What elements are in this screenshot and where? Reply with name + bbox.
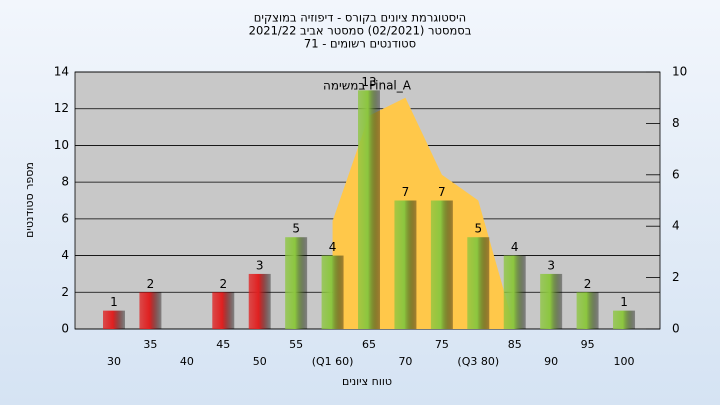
value-label: 13 <box>361 75 376 89</box>
chart-title: היסטוגרמת ציונים בקורס - דיפוזיה במוצקים <box>254 11 466 25</box>
bar <box>321 255 344 329</box>
y-tick-label: 8 <box>61 175 69 189</box>
bar <box>576 292 599 329</box>
bar <box>430 200 453 329</box>
bar <box>394 200 417 329</box>
value-label: 2 <box>219 277 227 291</box>
value-label: 1 <box>620 295 628 309</box>
annotation: Final_A במשימה <box>323 79 412 93</box>
bar <box>103 310 125 329</box>
x-tick-label: 65 <box>362 338 376 351</box>
y2-tick-label: 6 <box>672 167 680 181</box>
x-tick-label: 85 <box>508 338 522 351</box>
x-tick-label: 95 <box>581 338 595 351</box>
value-label: 3 <box>547 258 555 272</box>
y2-tick-label: 2 <box>672 270 680 284</box>
bar <box>540 273 563 329</box>
bar <box>212 292 235 329</box>
x-tick-label: 30 <box>107 355 121 368</box>
bar <box>467 237 490 329</box>
bar <box>358 90 381 329</box>
bar <box>139 292 162 329</box>
value-label: 4 <box>329 240 337 254</box>
bar <box>613 310 636 329</box>
bar <box>285 237 308 329</box>
y-tick-label: 0 <box>61 322 69 336</box>
x-tick-label: 55 <box>289 338 303 351</box>
value-label: 1 <box>110 295 118 309</box>
x-tick-label: 50 <box>253 355 267 368</box>
y2-tick-label: 0 <box>672 322 680 336</box>
x-tick-label: 70 <box>398 355 412 368</box>
x-tick-label: (Q1 60) <box>312 355 354 368</box>
y-tick-label: 2 <box>61 285 69 299</box>
value-label: 5 <box>292 222 300 236</box>
chart-title: בסמסטר (02/2021) סמסטר אביב 2021/22 <box>249 24 472 38</box>
value-label: 7 <box>438 185 446 199</box>
y2-tick-label: 8 <box>672 116 680 130</box>
x-tick-label: 75 <box>435 338 449 351</box>
y-tick-label: 6 <box>61 211 69 225</box>
bar <box>503 255 526 329</box>
y-tick-label: 12 <box>54 101 69 115</box>
x-tick-label: 90 <box>544 355 558 368</box>
value-label: 7 <box>402 185 410 199</box>
x-tick-label: 45 <box>216 338 230 351</box>
value-label: 2 <box>584 277 592 291</box>
x-tick-label: 40 <box>180 355 194 368</box>
y2-tick-label: 10 <box>672 65 687 79</box>
chart-title: סטודנטים רשומים - 71 <box>304 37 416 51</box>
value-label: 2 <box>147 277 155 291</box>
value-label: 3 <box>256 258 264 272</box>
x-tick-label: (Q3 80) <box>457 355 499 368</box>
y-tick-label: 4 <box>61 248 69 262</box>
y-tick-label: 10 <box>54 138 69 152</box>
bar <box>248 273 271 329</box>
y2-tick-label: 4 <box>672 219 680 233</box>
y-tick-label: 14 <box>54 65 69 79</box>
x-axis-label: טווח ציונים <box>342 375 392 388</box>
value-label: 4 <box>511 240 519 254</box>
y-axis-label: מספר סטודנטים <box>23 162 36 238</box>
value-label: 5 <box>474 222 482 236</box>
x-tick-label: 35 <box>143 338 157 351</box>
x-tick-label: 100 <box>614 355 635 368</box>
